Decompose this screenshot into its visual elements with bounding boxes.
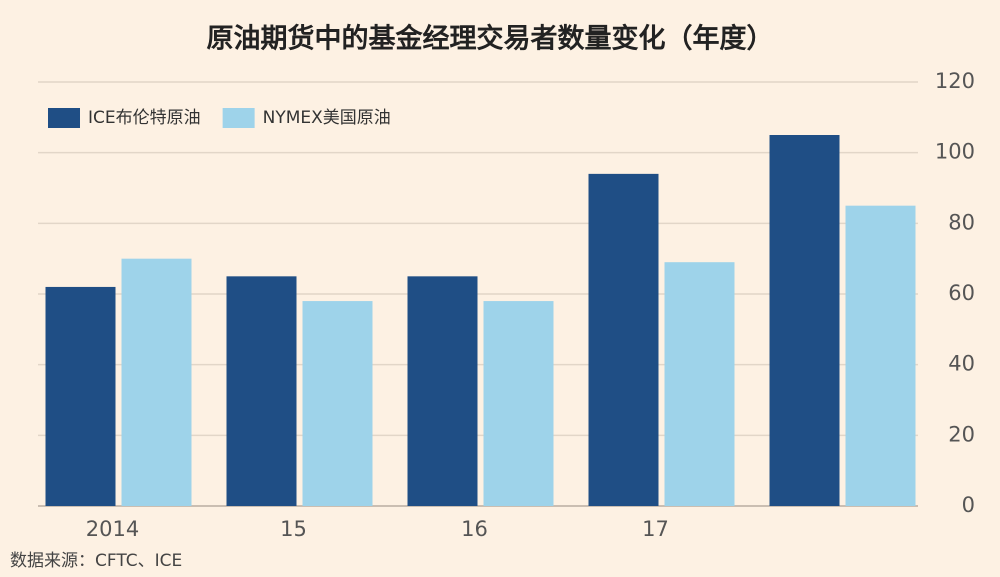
bar — [121, 258, 192, 506]
y-tick-label: 80 — [948, 210, 975, 234]
legend-label: ICE布伦特原油 — [88, 108, 201, 128]
y-tick-label: 20 — [948, 422, 975, 446]
bar — [226, 276, 297, 506]
y-tick-label: 40 — [948, 352, 975, 376]
bar — [302, 301, 373, 506]
y-tick-label: 100 — [935, 140, 975, 164]
legend-label: NYMEX美国原油 — [263, 108, 391, 128]
bar — [483, 301, 554, 506]
y-tick-label: 120 — [935, 69, 975, 93]
y-tick-label: 60 — [948, 281, 975, 305]
bar — [407, 276, 478, 506]
legend-swatch — [48, 108, 80, 128]
y-tick-label: 0 — [962, 493, 975, 517]
bar — [664, 262, 735, 506]
x-tick-label: 2014 — [86, 517, 139, 541]
bar — [588, 173, 659, 506]
chart-title: 原油期货中的基金经理交易者数量变化（年度） — [207, 23, 774, 55]
bar — [45, 286, 116, 506]
x-tick-label: 17 — [642, 517, 669, 541]
legend-swatch — [222, 108, 255, 128]
source: 数据来源：CFTC、ICE — [10, 551, 182, 571]
x-tick-label: 16 — [461, 517, 488, 541]
bar — [769, 135, 840, 506]
bar — [845, 205, 916, 506]
x-tick-label: 15 — [280, 517, 307, 541]
